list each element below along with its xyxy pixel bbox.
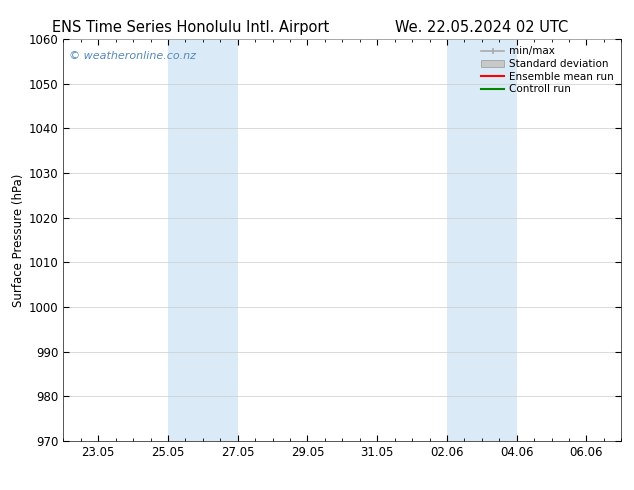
Bar xyxy=(168,39,238,441)
Legend: min/max, Standard deviation, Ensemble mean run, Controll run: min/max, Standard deviation, Ensemble me… xyxy=(479,45,616,97)
Text: We. 22.05.2024 02 UTC: We. 22.05.2024 02 UTC xyxy=(395,20,569,35)
Bar xyxy=(447,39,517,441)
Y-axis label: Surface Pressure (hPa): Surface Pressure (hPa) xyxy=(11,173,25,307)
Text: © weatheronline.co.nz: © weatheronline.co.nz xyxy=(69,51,196,61)
Text: ENS Time Series Honolulu Intl. Airport: ENS Time Series Honolulu Intl. Airport xyxy=(51,20,329,35)
